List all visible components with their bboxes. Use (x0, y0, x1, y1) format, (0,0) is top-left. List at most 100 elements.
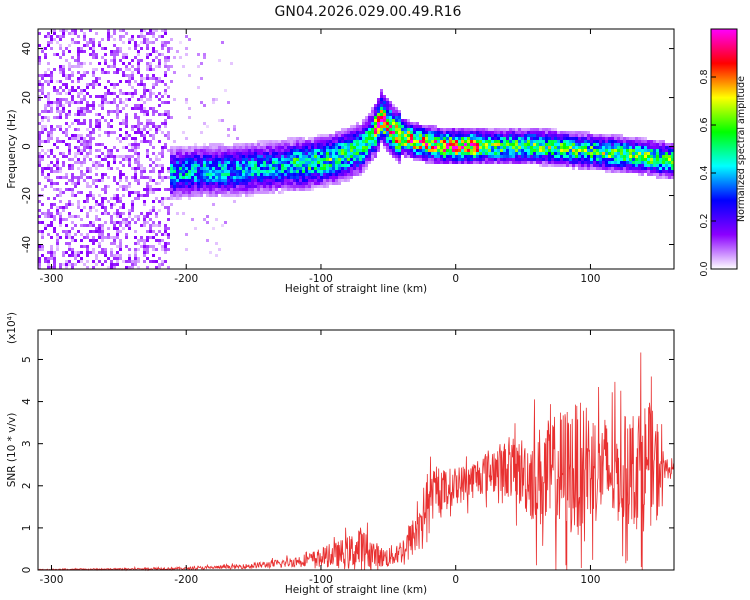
spectrogram-cell (614, 134, 617, 137)
spectrogram-cell (419, 134, 422, 137)
spectrogram-cell (410, 131, 413, 134)
spectrogram-cell (110, 59, 113, 62)
spectrogram-cell (131, 65, 134, 68)
spectrogram-cell (659, 152, 662, 155)
spectrogram-cell (191, 146, 194, 149)
spectrogram-cell (38, 140, 41, 143)
spectrogram-cell (599, 155, 602, 158)
spectrogram-cell (209, 179, 212, 182)
spectrogram-cell (50, 257, 53, 260)
spectrogram-cell (503, 149, 506, 152)
spectrogram-cell (638, 146, 641, 149)
spectrogram-cell (38, 248, 41, 251)
spectrogram-cell (647, 167, 650, 170)
spectrogram-cell (74, 41, 77, 44)
spectrogram-cell (251, 158, 254, 161)
spectrogram-cell (476, 131, 479, 134)
spectrogram-cell (173, 140, 176, 143)
spectrogram-cell (509, 152, 512, 155)
spectrogram-cell (53, 155, 56, 158)
spectrogram-cell (548, 137, 551, 140)
spectrogram-cell (170, 38, 173, 41)
spectrogram-cell (503, 134, 506, 137)
spectrogram-cell (146, 257, 149, 260)
spectrogram-cell (194, 176, 197, 179)
spectrogram-cell (482, 140, 485, 143)
spectrogram-cell (449, 140, 452, 143)
spectrogram-cell (236, 152, 239, 155)
spectrogram-cell (74, 137, 77, 140)
spectrogram-cell (662, 152, 665, 155)
spectrogram-cell (245, 155, 248, 158)
spectrogram-cell (221, 152, 224, 155)
spectrogram-cell (122, 53, 125, 56)
spectrogram-cell (605, 164, 608, 167)
spectrogram-cell (350, 128, 353, 131)
spectrogram-cell (347, 176, 350, 179)
spectrogram-cell (53, 251, 56, 254)
spectrogram-cell (365, 119, 368, 122)
spectrogram-cell (590, 143, 593, 146)
spectrogram-cell (125, 116, 128, 119)
spectrogram-cell (113, 50, 116, 53)
spectrogram-cell (365, 122, 368, 125)
spectrogram-cell (404, 152, 407, 155)
spectrogram-cell (458, 128, 461, 131)
spectrogram-cell (572, 137, 575, 140)
spectrogram-cell (671, 146, 674, 149)
spectrogram-cell (500, 152, 503, 155)
spectrogram-cell (620, 161, 623, 164)
spectrogram-cell (176, 197, 179, 200)
spectrogram-cell (293, 158, 296, 161)
spectrogram-cell (122, 164, 125, 167)
spectrogram-cell (659, 173, 662, 176)
spectrogram-cell (479, 146, 482, 149)
spectrogram-cell (62, 230, 65, 233)
spectrogram-cell (164, 74, 167, 77)
spectrogram-cell (629, 152, 632, 155)
spectrogram-cell (164, 242, 167, 245)
spectrogram-cell (176, 188, 179, 191)
spectrogram-cell (281, 176, 284, 179)
spectrogram-cell (431, 128, 434, 131)
spectrogram-cell (281, 164, 284, 167)
spectrogram-cell (539, 143, 542, 146)
spectrogram-cell (620, 152, 623, 155)
spectrogram-cell (260, 155, 263, 158)
spectrogram-cell (305, 164, 308, 167)
spectrogram-cell (50, 185, 53, 188)
spectrogram-cell (551, 152, 554, 155)
spectrogram-cell (167, 149, 170, 152)
spectrogram-cell (386, 128, 389, 131)
spectrogram-cell (191, 182, 194, 185)
spectrogram-cell (47, 35, 50, 38)
spectrogram-cell (176, 191, 179, 194)
spectrogram-cell (245, 167, 248, 170)
spectrogram-cell (206, 149, 209, 152)
spectrogram-cell (257, 188, 260, 191)
spectrogram-cell (422, 149, 425, 152)
spectrogram-cell (191, 194, 194, 197)
spectrogram-cell (365, 131, 368, 134)
spectrogram-cell (170, 170, 173, 173)
spectrogram-cell (440, 131, 443, 134)
spectrogram-cell (347, 131, 350, 134)
spectrogram-cell (197, 65, 200, 68)
spectrogram-cell (443, 143, 446, 146)
spectrogram-cell (515, 140, 518, 143)
spectrogram-cell (80, 191, 83, 194)
spectrogram-cell (152, 236, 155, 239)
spectrogram-cell (56, 92, 59, 95)
spectrogram-cell (41, 116, 44, 119)
spectrogram-cell (536, 152, 539, 155)
spectrogram-cell (191, 173, 194, 176)
spectrogram-cell (605, 134, 608, 137)
spectrogram-cell (290, 182, 293, 185)
spectrogram-cell (446, 128, 449, 131)
spectrogram-cell (332, 155, 335, 158)
spectrogram-cell (170, 179, 173, 182)
spectrogram-cell (95, 263, 98, 266)
spectrogram-cell (344, 176, 347, 179)
spectrogram-cell (230, 167, 233, 170)
spectrogram-cell (638, 158, 641, 161)
